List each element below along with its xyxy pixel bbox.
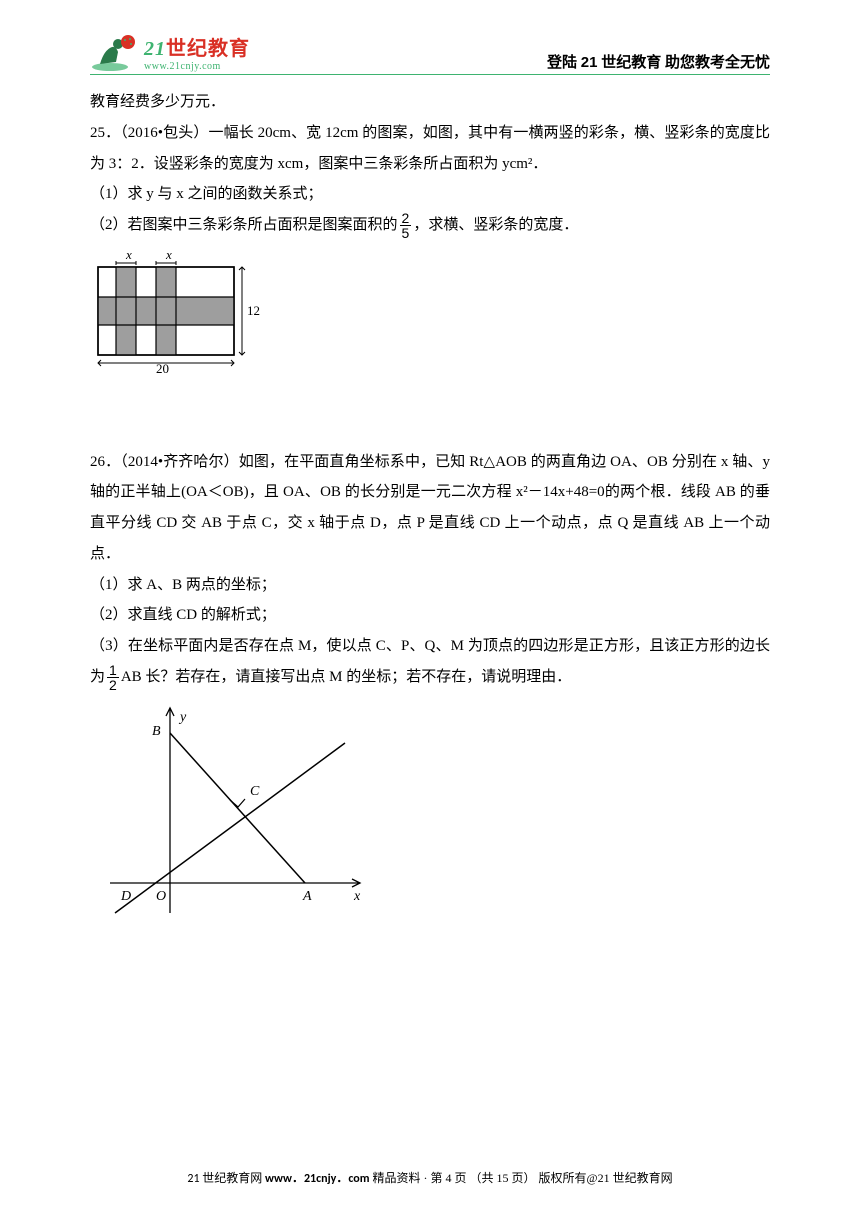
svg-text:C: C: [250, 784, 260, 799]
svg-text:B: B: [152, 724, 161, 739]
q25-part1: （1）求 y 与 x 之间的函数关系式；: [90, 179, 770, 210]
logo-main-text: 世纪教育: [166, 38, 250, 60]
logo: 21世纪教育 www.21cnjy.com: [90, 32, 250, 72]
svg-text:x: x: [125, 247, 132, 262]
header-prefix: 登陆: [547, 55, 581, 71]
footer-url: www．21cnjy．com: [265, 1172, 370, 1186]
prev-line: 教育经费多少万元．: [90, 87, 770, 118]
frac-num2: 1: [107, 663, 119, 678]
page-header: 21世纪教育 www.21cnjy.com 登陆 21 世纪教育 助您教考全无忧: [90, 32, 770, 75]
q25-head: 25．（2016•包头）一幅长 20cm、宽 12cm 的图案，如图，其中有一横…: [90, 118, 770, 180]
header-slogan: 登陆 21 世纪教育 助您教考全无忧: [547, 51, 770, 72]
fraction-2-5: 25: [400, 211, 412, 240]
content-body: 教育经费多少万元． 25．（2016•包头）一幅长 20cm、宽 12cm 的图…: [90, 87, 770, 939]
footer-t1: 21 世纪教育网: [187, 1172, 265, 1186]
footer-t2: 精品资料 · 第 4 页 （共 15 页） 版权所有@21 世纪教育网: [370, 1171, 673, 1185]
svg-text:A: A: [302, 889, 312, 904]
svg-text:12: 12: [247, 303, 260, 318]
logo-21: 21: [144, 38, 166, 60]
svg-text:20: 20: [156, 361, 169, 375]
logo-text: 21世纪教育: [144, 32, 250, 61]
svg-text:y: y: [178, 710, 187, 725]
frac-den2: 2: [107, 678, 119, 692]
frac-den: 5: [400, 226, 412, 240]
q25-2b: ，求横、竖彩条的宽度．: [413, 217, 578, 233]
fraction-1-2: 12: [107, 663, 119, 692]
q26-head: 26．（2014•齐齐哈尔）如图，在平面直角坐标系中，已知 Rt△AOB 的两直…: [90, 447, 770, 570]
q25-part2: （2）若图案中三条彩条所占面积是图案面积的25，求横、竖彩条的宽度．: [90, 210, 770, 241]
svg-text:D: D: [120, 889, 131, 904]
svg-text:O: O: [156, 889, 166, 904]
frac-num: 2: [400, 211, 412, 226]
q26-part2: （2）求直线 CD 的解析式；: [90, 600, 770, 631]
page-footer: 21 世纪教育网 www．21cnjy．com 精品资料 · 第 4 页 （共 …: [0, 1169, 860, 1186]
q26-part1: （1）求 A、B 两点的坐标；: [90, 570, 770, 601]
header-num: 21: [581, 54, 598, 71]
header-s1: 世纪教育: [597, 55, 661, 71]
figure-coordinate-system: y B C D O A x: [110, 703, 770, 940]
q26-part3: （3）在坐标平面内是否存在点 M，使以点 C、P、Q、M 为顶点的四边形是正方形…: [90, 631, 770, 693]
svg-text:x: x: [353, 889, 361, 904]
svg-text:x: x: [165, 247, 172, 262]
q25-2a: （2）若图案中三条彩条所占面积是图案面积的: [90, 217, 398, 233]
header-s2: 助您教考全无忧: [665, 55, 770, 71]
logo-url: www.21cnjy.com: [144, 61, 250, 72]
figure-rectangle-stripes: x x: [94, 247, 770, 387]
q26-3b: AB 长？若存在，请直接写出点 M 的坐标；若不存在，请说明理由．: [121, 669, 571, 685]
logo-icon: [90, 32, 140, 72]
